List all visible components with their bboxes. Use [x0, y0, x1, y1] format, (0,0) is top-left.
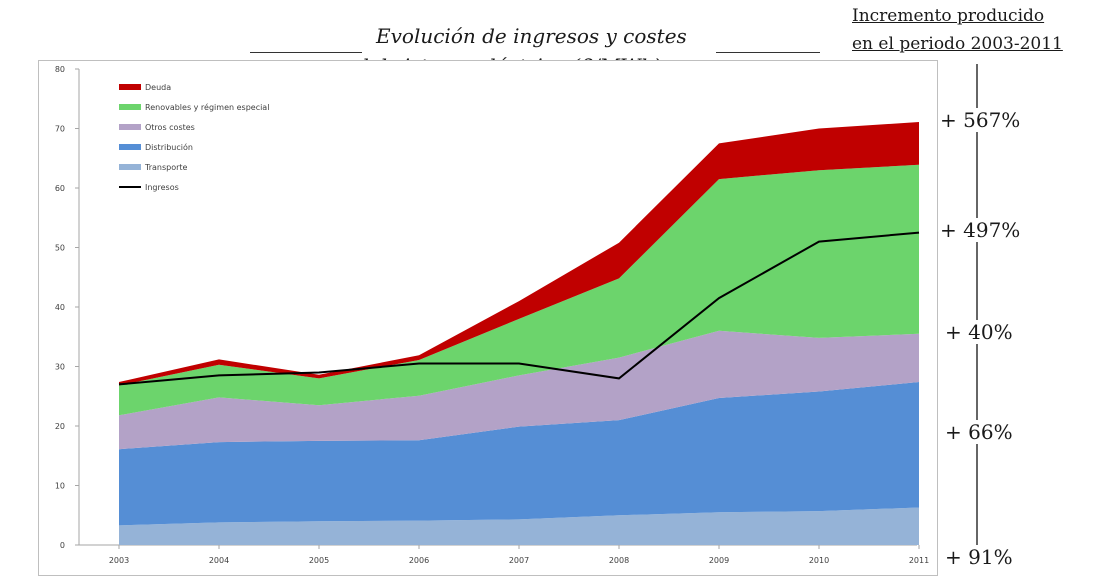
x-tick-label: 2003: [109, 556, 129, 565]
y-tick-label: 0: [60, 541, 65, 550]
y-tick-label: 30: [55, 363, 65, 372]
legend-label-ingresos: Ingresos: [145, 183, 179, 192]
y-tick-label: 40: [55, 303, 65, 312]
x-tick-label: 2007: [509, 556, 529, 565]
legend-swatch-renovables-y-régimen-especial: [119, 104, 141, 110]
area-series-otros-costes: [119, 330, 919, 450]
legend-swatch-transporte: [119, 164, 141, 170]
y-tick-label: 60: [55, 184, 65, 193]
legend-swatch-deuda: [119, 84, 141, 90]
x-tick-label: 2008: [609, 556, 629, 565]
y-tick-label: 20: [55, 422, 65, 431]
increment-label-distribucion: + 66%: [945, 420, 1013, 444]
increment-header-line-1: Incremento producido: [852, 6, 1045, 26]
x-tick-label: 2005: [309, 556, 329, 565]
chart-title-line-1: Evolución de ingresos y costes: [376, 24, 687, 48]
legend-swatch-distribución: [119, 144, 141, 150]
x-tick-label: 2004: [209, 556, 229, 565]
x-tick-label: 2009: [709, 556, 729, 565]
legend-label-renovables-y-régimen-especial: Renovables y régimen especial: [145, 102, 269, 112]
area-series-renovables-y-régimen-especial: [119, 164, 919, 416]
legend-label-transporte: Transporte: [144, 163, 188, 172]
chart-svg: 0 10 20 30 40 50 60 70 80 2003 2004 2005 2006 2007 200…: [55, 65, 929, 565]
increment-label-renovables: + 497%: [940, 218, 1021, 242]
legend-label-deuda: Deuda: [145, 83, 171, 92]
legend-label-distribución: Distribución: [145, 142, 193, 152]
y-tick-label: 80: [55, 65, 65, 74]
increment-header-line-2: en el periodo 2003-2011: [852, 34, 1063, 54]
title-rule-left: [250, 52, 362, 53]
line-series-ingresos: [118, 231, 920, 386]
chart-frame: 0 10 20 30 40 50 60 70 80 2003 2004 2005 2006 2007 200…: [38, 60, 938, 576]
y-tick-label: 50: [55, 244, 65, 253]
x-tick-label: 2010: [809, 556, 829, 565]
increment-label-transporte: + 91%: [945, 545, 1013, 569]
y-tick-label: 70: [55, 125, 65, 134]
legend-label-otros-costes: Otros costes: [145, 123, 195, 132]
y-tick-label: 10: [55, 482, 65, 491]
title-rule-right: [716, 52, 820, 53]
legend-swatch-otros-costes: [119, 124, 141, 130]
increment-label-otros-costes: + 40%: [945, 320, 1013, 344]
area-series-distribución: [119, 382, 919, 526]
area-series-transporte: [119, 507, 919, 545]
increment-vertical-rule: [976, 64, 978, 554]
x-tick-label: 2006: [409, 556, 429, 565]
x-tick-label: 2011: [909, 556, 929, 565]
area-series-deuda: [119, 122, 919, 386]
increment-label-deuda: + 567%: [940, 108, 1021, 132]
